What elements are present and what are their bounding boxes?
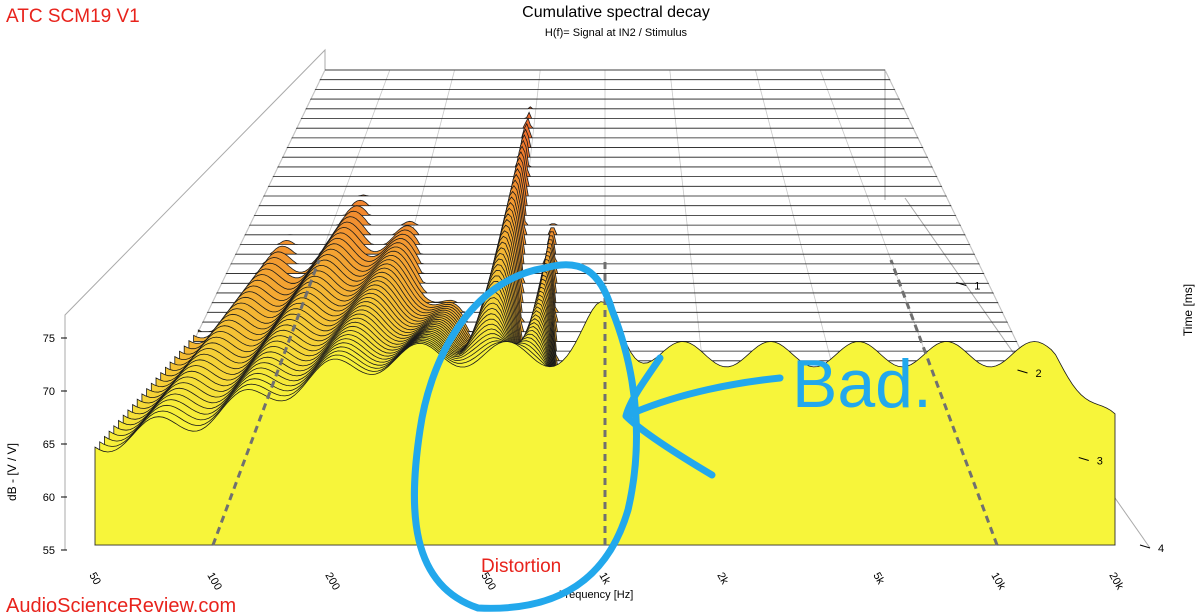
left-wall	[64, 48, 326, 550]
chart-title: Cumulative spectral decay	[522, 4, 710, 21]
handdrawn-markup	[410, 261, 784, 612]
z-tick-label: 2	[1036, 368, 1042, 380]
y-tick-label: 65	[43, 439, 55, 451]
decay-slice	[230, 196, 980, 265]
decay-slice	[267, 151, 943, 187]
decay-slice	[281, 134, 929, 158]
x-tick-label: 2k	[714, 571, 730, 587]
distortion-label: Distortion	[481, 556, 561, 577]
z-tick-label: 4	[1158, 543, 1164, 555]
y-tick-label: 60	[43, 492, 55, 504]
x-tick-label: 10k	[988, 571, 1008, 593]
decay-slice	[277, 139, 933, 168]
decay-slice	[263, 156, 947, 197]
decay-slice	[253, 168, 957, 216]
y-tick-label: 70	[43, 386, 55, 398]
x-tick-label: 200	[322, 571, 342, 593]
x-axis-label: Frequency [Hz]	[559, 589, 634, 601]
dashed-marker-line	[889, 259, 999, 546]
decay-slice	[305, 106, 905, 110]
z-tick-mark	[956, 282, 967, 286]
dashed-frequency-markers	[211, 259, 999, 546]
watermark: AudioScienceReview.com	[6, 595, 236, 615]
decay-slice	[225, 201, 985, 274]
decay-slice	[258, 162, 952, 207]
x-tick-label: 1k	[596, 571, 612, 587]
decay-slice	[286, 128, 924, 148]
decay-slice	[248, 173, 962, 226]
z-axis-label: Time [ms]	[1181, 284, 1195, 336]
chart-subtitle: H(f)= Signal at IN2 / Stimulus	[545, 27, 688, 39]
distortion-circle	[410, 261, 640, 612]
z-tick-mark	[1078, 457, 1089, 461]
z-tick-mark	[1017, 369, 1028, 374]
decay-slice	[295, 117, 915, 129]
x-tick-label: 20k	[1106, 571, 1126, 593]
z-tick-label: 1	[974, 281, 980, 293]
decay-slice	[291, 122, 919, 139]
decay-slice	[300, 111, 910, 119]
device-label: ATC SCM19 V1	[6, 6, 140, 27]
decay-slice	[239, 185, 971, 245]
x-tick-label: 5k	[870, 571, 886, 587]
decay-slice	[234, 190, 976, 255]
dashed-marker-line	[211, 259, 321, 546]
decay-slice	[220, 207, 990, 284]
x-tick-label: 50	[86, 571, 103, 588]
arrow-icon	[622, 354, 784, 479]
z-tick-mark	[1139, 544, 1151, 549]
z-tick-label: 3	[1097, 456, 1103, 468]
bad-label: Bad.	[792, 346, 932, 422]
decay-slice	[272, 145, 938, 178]
x-tick-label: 100	[204, 571, 224, 593]
decay-slice	[244, 179, 966, 236]
y-tick-label: 55	[43, 545, 55, 557]
y-tick-label: 75	[43, 333, 55, 345]
y-axis-label: dB - [V / V]	[5, 443, 19, 501]
